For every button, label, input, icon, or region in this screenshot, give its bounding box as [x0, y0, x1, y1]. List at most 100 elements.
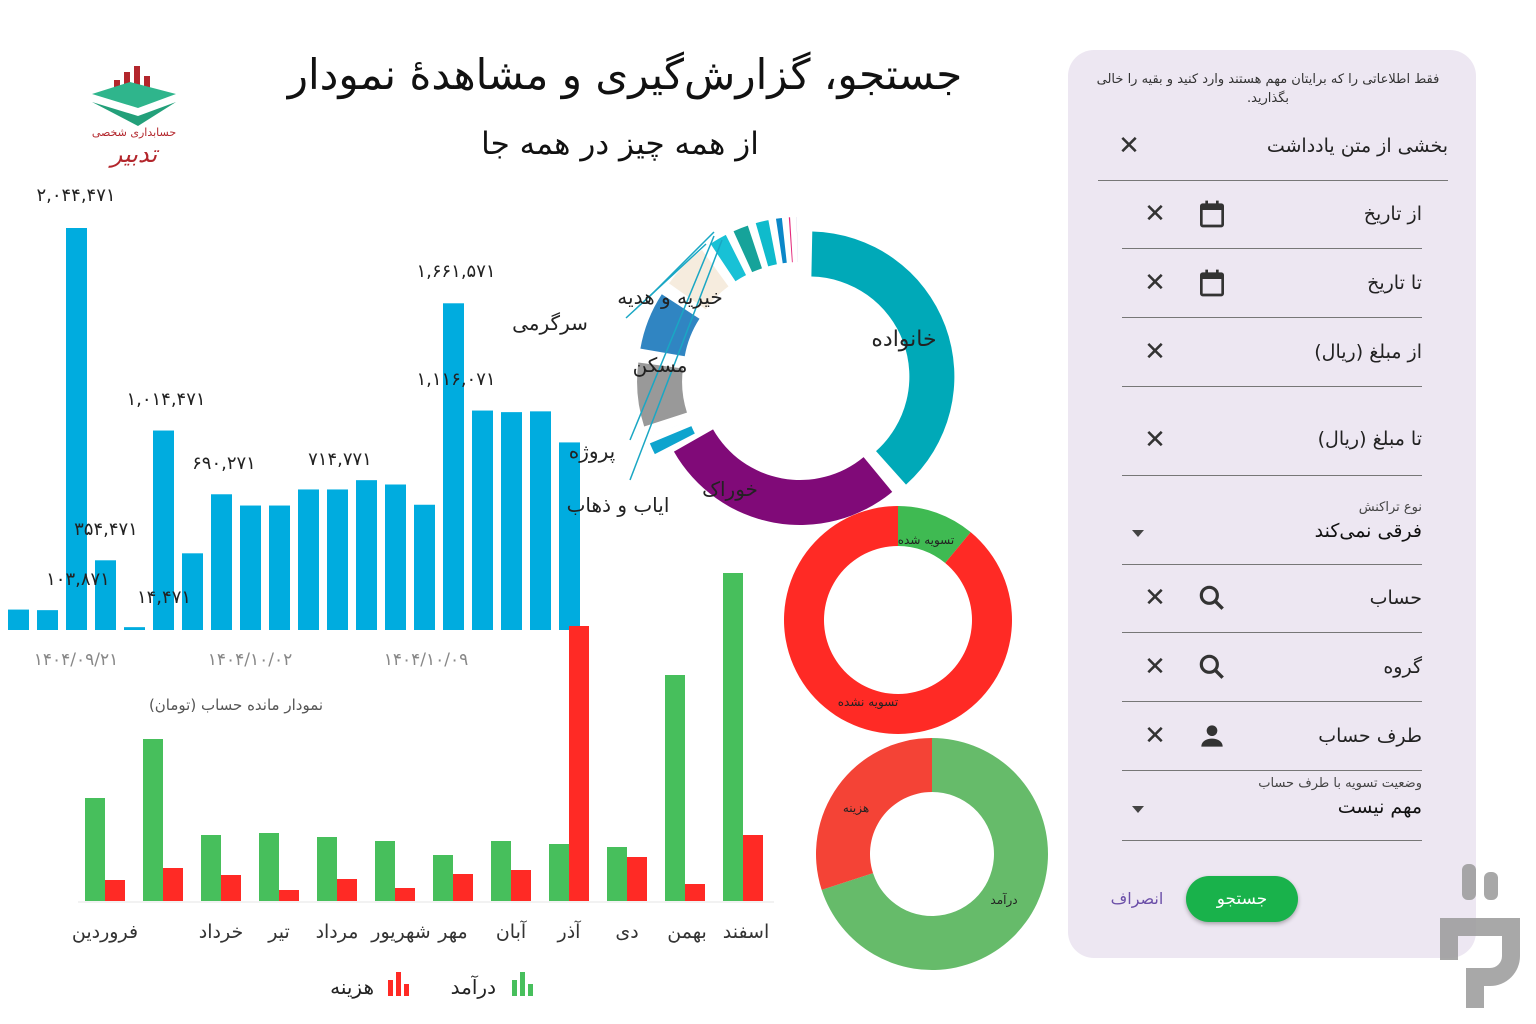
income-bar	[375, 841, 395, 901]
from-amount-label: از مبلغ (ریال)	[1314, 341, 1422, 363]
calendar-icon[interactable]	[1196, 198, 1228, 230]
dropdown-arrow-icon[interactable]	[1132, 530, 1144, 537]
category-donut-chart: خانواده خوراک ایاب و ذهاب پروژه مسکن سرگرمی خی…	[512, 217, 955, 525]
clear-group-icon[interactable]: ✕	[1144, 652, 1166, 682]
month-label: تیر	[267, 921, 290, 943]
category-label: مسکن	[633, 353, 688, 377]
note-field-placeholder: بخشی از متن یادداشت	[1266, 135, 1448, 157]
expense-bar	[743, 835, 763, 901]
from-date-field[interactable]: از تاریخ ✕	[1122, 180, 1422, 249]
income-bar	[549, 844, 569, 901]
monthly-income-expense-chart: فروردین خرداد تیر مرداد شهریور مهر آبان آذر دی به…	[72, 573, 774, 999]
legend-expense: هزینه	[330, 972, 409, 999]
income-bar	[723, 573, 743, 901]
expense-bar	[337, 879, 357, 901]
income-expense-label: هزینه	[843, 801, 869, 816]
balance-bar	[414, 504, 435, 630]
category-slice	[673, 429, 893, 525]
category-slice	[733, 225, 762, 273]
clear-account-icon[interactable]: ✕	[1144, 583, 1166, 613]
settlement-status-caption: وضعیت تسویه با طرف حساب	[1258, 776, 1422, 791]
category-slice	[755, 220, 777, 267]
income-expense-slice	[821, 738, 1048, 970]
app-logo: حسابداری شخصی تدبیر	[92, 66, 176, 168]
clear-to-amount-icon[interactable]: ✕	[1144, 425, 1166, 455]
balance-bar	[124, 627, 145, 630]
expense-bar	[627, 857, 647, 901]
income-bar	[433, 855, 453, 901]
month-label: خرداد	[199, 921, 243, 943]
balance-bar	[240, 505, 261, 630]
settlement-slice	[784, 506, 1012, 734]
group-label: گروه	[1383, 656, 1422, 678]
month-label: مهر	[437, 921, 467, 943]
settlement-status-select[interactable]: وضعیت تسویه با طرف حساب مهم نیست	[1122, 770, 1422, 841]
income-bar	[259, 833, 279, 901]
account-label: حساب	[1369, 587, 1422, 609]
expense-bar	[685, 884, 705, 901]
balance-bar	[385, 484, 406, 630]
income-bar	[143, 739, 163, 901]
balance-bar	[182, 553, 203, 630]
category-slice	[796, 217, 798, 263]
clear-note-icon[interactable]: ✕	[1118, 131, 1140, 161]
expense-bar	[569, 626, 589, 901]
month-label: بهمن	[667, 921, 707, 943]
search-icon[interactable]	[1196, 582, 1228, 614]
balance-data-label: ۱,۱۱۶,۰۷۱	[416, 369, 495, 390]
clear-from-amount-icon[interactable]: ✕	[1144, 337, 1166, 367]
income-bar	[665, 675, 685, 901]
cancel-button[interactable]: انصراف	[1110, 889, 1164, 908]
to-date-field[interactable]: تا تاریخ ✕	[1122, 249, 1422, 318]
from-date-label: از تاریخ	[1363, 203, 1422, 225]
month-label: آبان	[496, 919, 527, 943]
to-amount-field[interactable]: تا مبلغ (ریال) ✕	[1122, 387, 1422, 476]
note-search-field[interactable]: بخشی از متن یادداشت ✕	[1098, 112, 1448, 181]
balance-data-label: ۱,۶۶۱,۵۷۱	[416, 261, 495, 282]
category-label: پروژه	[569, 439, 615, 464]
transaction-type-caption: نوع تراکنش	[1358, 500, 1422, 515]
from-amount-field[interactable]: از مبلغ (ریال) ✕	[1122, 318, 1422, 387]
account-field[interactable]: حساب ✕	[1122, 564, 1422, 633]
category-label: ایاب و ذهاب	[567, 493, 670, 517]
balance-bar	[530, 411, 551, 630]
clear-counterparty-icon[interactable]: ✕	[1144, 721, 1166, 751]
category-label: خانواده	[871, 327, 936, 352]
expense-bar	[395, 888, 415, 901]
calendar-icon[interactable]	[1196, 267, 1228, 299]
form-hint: فقط اطلاعاتی را که برایتان مهم هستند وار…	[1096, 72, 1440, 106]
balance-bar	[501, 412, 522, 630]
balance-bar-chart: ۲,۰۴۴,۴۷۱ ۱۰۳,۸۷۱ ۳۵۴,۴۷۱ ۱۴,۴۷۱ ۱,۰۱۴,۴۷۱ ۶۹…	[8, 185, 580, 670]
expense-bar	[221, 875, 241, 901]
expense-bar	[279, 890, 299, 901]
search-icon[interactable]	[1196, 651, 1228, 683]
logo-subtext: حسابداری شخصی	[92, 126, 176, 139]
category-slice	[647, 420, 690, 437]
category-slice	[811, 231, 955, 485]
clear-from-date-icon[interactable]: ✕	[1144, 199, 1166, 229]
month-label: آذر	[557, 919, 582, 943]
income-bar	[317, 837, 337, 901]
transaction-type-select[interactable]: نوع تراکنش فرقی نمی‌کند	[1122, 494, 1422, 565]
category-leader-line	[629, 239, 723, 481]
balance-bar	[269, 505, 290, 630]
income-expense-donut-chart: درآمد هزینه	[816, 738, 1048, 970]
balance-data-label: ۱۰۳,۸۷۱	[46, 569, 110, 590]
balance-bar	[66, 228, 87, 630]
clear-to-date-icon[interactable]: ✕	[1144, 268, 1166, 298]
expense-bar	[105, 880, 125, 901]
person-icon[interactable]	[1196, 720, 1228, 752]
group-field[interactable]: گروه ✕	[1122, 633, 1422, 702]
settlement-status-value: مهم نیست	[1337, 796, 1422, 818]
balance-bar	[472, 410, 493, 630]
search-button[interactable]: جستجو	[1186, 876, 1298, 922]
category-slice	[788, 217, 793, 263]
balance-bar	[37, 610, 58, 630]
dropdown-arrow-icon[interactable]	[1132, 806, 1144, 813]
income-bar	[85, 798, 105, 901]
counterparty-field[interactable]: طرف حساب ✕	[1122, 702, 1422, 771]
income-bar	[201, 835, 221, 901]
month-label: دی	[615, 921, 638, 943]
legend-expense-label: هزینه	[330, 975, 374, 999]
category-label: خیریه و هدیه	[617, 285, 722, 309]
